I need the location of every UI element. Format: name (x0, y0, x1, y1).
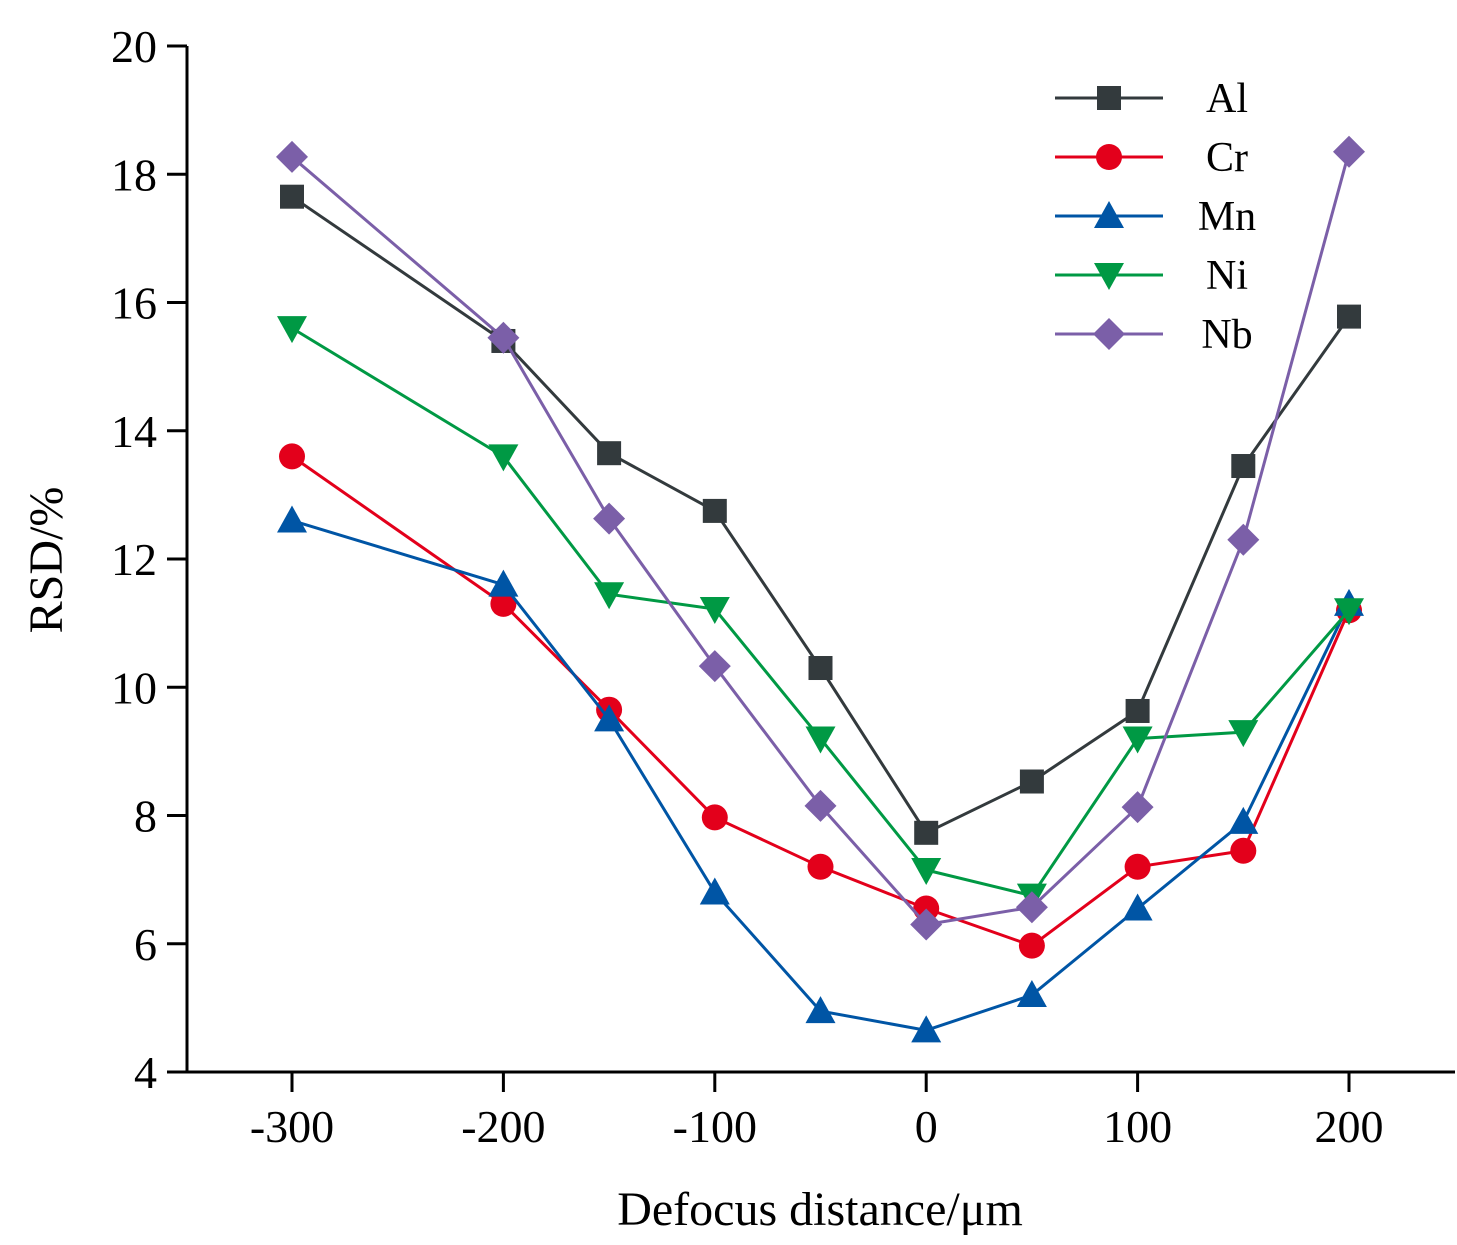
data-point-cr (1124, 853, 1151, 880)
data-point-cr (1018, 932, 1045, 959)
y-tick-label: 6 (134, 919, 157, 970)
data-point-nb (1227, 523, 1260, 556)
legend-marker (1094, 263, 1124, 290)
legend-label: Mn (1198, 194, 1256, 240)
y-tick-label: 18 (111, 149, 157, 200)
x-tick-label: -200 (461, 1101, 545, 1152)
y-tick-label: 20 (111, 21, 157, 72)
series-line-nb (291, 151, 1351, 927)
data-point-al (914, 820, 939, 845)
data-point-al (1125, 698, 1150, 723)
data-point-ni (805, 726, 836, 754)
data-point-al (1231, 454, 1256, 479)
y-tick-label: 8 (134, 791, 157, 842)
axes: 4 6 8 10 12 14 16 18 20 -300 -200 -100 0 100 200 (111, 21, 1455, 1152)
series-line-ni (291, 326, 1351, 898)
data-point-cr (490, 590, 517, 617)
data-point-mn (488, 569, 519, 597)
x-tick-label: 200 (1315, 1101, 1384, 1152)
data-point-cr (279, 443, 305, 470)
y-tick-label: 16 (111, 278, 157, 329)
data-point-ni (1334, 598, 1364, 626)
y-axis-title: RSD/% (20, 487, 73, 634)
legend-item-al: Al (1055, 76, 1248, 122)
data-point-ni (594, 582, 625, 610)
data-point-al (280, 184, 304, 209)
data-point-mn (911, 1015, 942, 1043)
data-point-mn (1016, 980, 1047, 1008)
data-point-ni (277, 316, 307, 344)
y-tick-label: 4 (134, 1047, 157, 1098)
legend-item-mn: Mn (1055, 194, 1256, 240)
series-mn (277, 505, 1364, 1043)
series-line-cr (291, 455, 1351, 948)
x-axis-title: Defocus distance/μm (617, 1183, 1023, 1236)
legend-label: Cr (1206, 135, 1248, 181)
data-point-nb (910, 908, 943, 941)
data-point-cr (701, 804, 728, 831)
x-tick-label: -100 (673, 1101, 757, 1152)
series-nb (276, 135, 1365, 941)
data-point-nb (804, 789, 837, 822)
data-point-nb (1121, 791, 1154, 824)
legend-marker (1097, 86, 1121, 110)
legend-item-ni: Ni (1055, 253, 1248, 299)
x-tick-label: 0 (915, 1101, 938, 1152)
data-point-mn (1122, 893, 1153, 921)
series-ni (277, 316, 1364, 911)
y-tick-label: 10 (111, 662, 157, 713)
data-point-al (808, 656, 833, 681)
data-point-ni (699, 597, 730, 625)
legend-marker (1093, 318, 1125, 350)
data-point-nb (276, 140, 308, 173)
data-point-ni (1228, 720, 1259, 748)
data-point-nb (698, 650, 731, 683)
y-tick-label: 14 (111, 406, 157, 457)
data-point-nb (1333, 135, 1365, 168)
data-point-ni (488, 444, 519, 472)
data-point-cr (807, 853, 834, 880)
legend-label: Ni (1206, 253, 1248, 299)
data-point-mn (1228, 806, 1259, 834)
data-point-nb (1015, 891, 1048, 924)
x-tick-label: 100 (1103, 1101, 1172, 1152)
legend-item-nb: Nb (1055, 312, 1253, 358)
data-point-nb (593, 502, 626, 535)
data-point-mn (594, 704, 625, 732)
legend-marker (1096, 144, 1122, 170)
series-cr (279, 443, 1362, 959)
data-point-nb (487, 321, 520, 354)
legend-marker (1094, 201, 1124, 228)
legend-label: Nb (1201, 312, 1252, 358)
x-tick-label: -300 (250, 1101, 334, 1152)
series-layer (276, 135, 1365, 1043)
data-point-cr (1230, 837, 1257, 864)
data-point-mn (805, 996, 836, 1024)
data-point-ni (1122, 726, 1153, 754)
data-point-al (597, 441, 622, 466)
series-line-al (291, 195, 1351, 835)
legend-item-cr: Cr (1055, 135, 1248, 181)
data-point-mn (699, 877, 730, 905)
data-point-al (1337, 304, 1361, 329)
legend: Al Cr Mn Ni Nb (1055, 76, 1256, 358)
y-tick-label: 12 (111, 534, 157, 585)
data-point-mn (277, 505, 307, 533)
data-point-al (1019, 769, 1044, 794)
series-line-mn (291, 519, 1351, 1032)
data-point-al (702, 498, 727, 523)
data-point-ni (911, 858, 942, 886)
legend-label: Al (1206, 76, 1248, 122)
